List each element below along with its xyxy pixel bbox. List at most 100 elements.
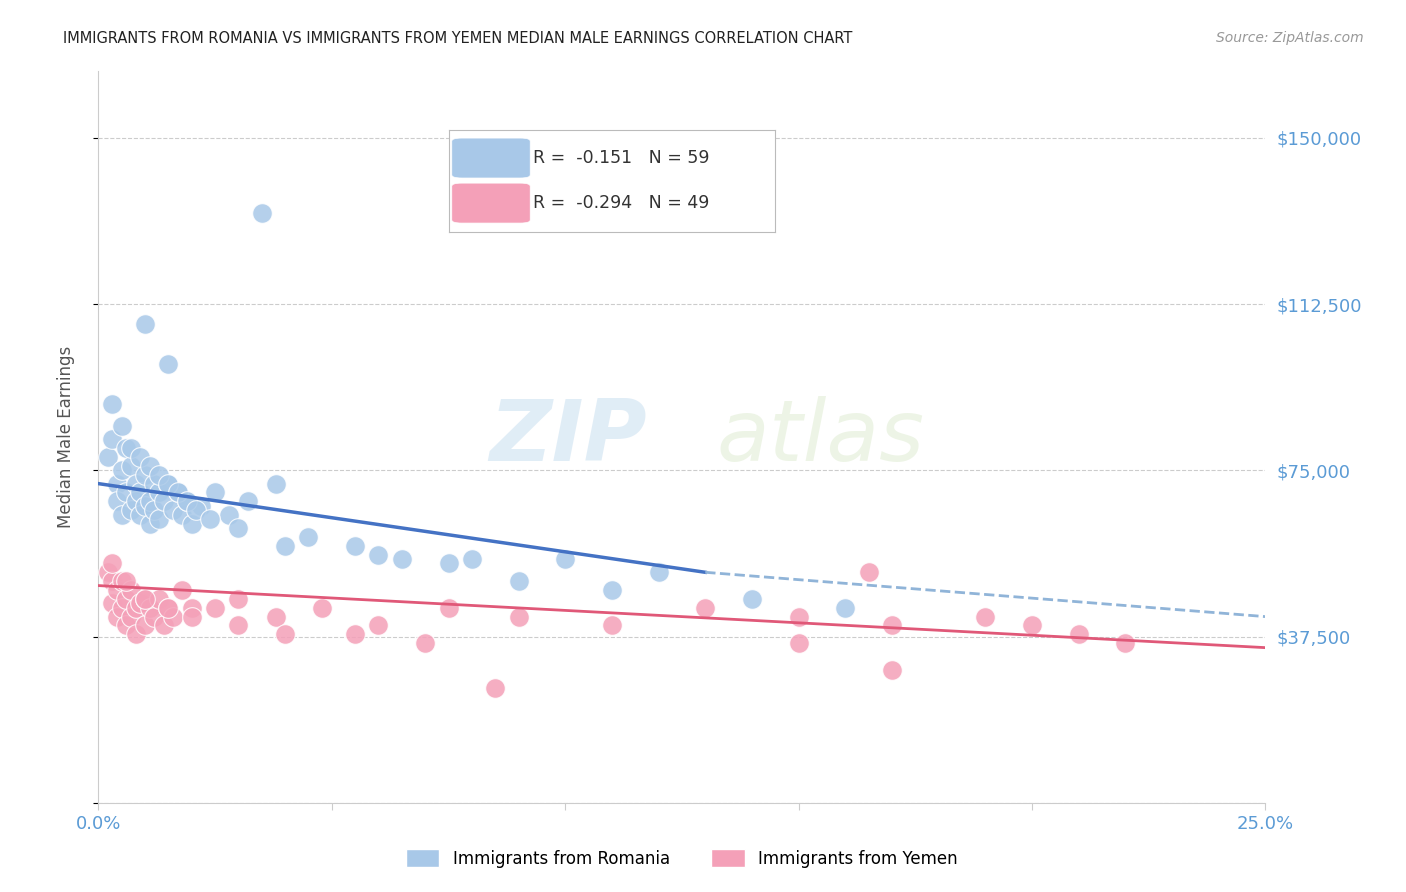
Point (186, 503, 208, 517)
Point (101, 557, 124, 571)
Point (134, 499, 156, 513)
Point (880, 663, 903, 677)
Point (413, 636, 436, 650)
Point (125, 494, 148, 508)
Point (600, 582, 623, 597)
Text: ZIP: ZIP (489, 395, 647, 479)
Point (111, 419, 134, 434)
Point (311, 600, 333, 615)
Point (508, 574, 530, 589)
Point (344, 627, 367, 641)
Point (101, 432, 124, 446)
Point (228, 591, 250, 606)
Point (115, 618, 138, 632)
Point (250, 206, 273, 220)
Point (115, 574, 138, 589)
Text: Source: ZipAtlas.com: Source: ZipAtlas.com (1216, 31, 1364, 45)
Point (204, 485, 226, 500)
Point (148, 591, 170, 606)
Point (105, 494, 128, 508)
Text: atlas: atlas (717, 395, 925, 479)
Point (134, 591, 156, 606)
Point (484, 681, 506, 695)
Point (297, 530, 319, 544)
Point (264, 476, 287, 491)
Point (105, 582, 128, 597)
Point (166, 485, 188, 500)
Text: IMMIGRANTS FROM ROMANIA VS IMMIGRANTS FROM YEMEN MEDIAN MALE EARNINGS CORRELATIO: IMMIGRANTS FROM ROMANIA VS IMMIGRANTS FR… (63, 31, 852, 46)
Point (157, 476, 180, 491)
Point (554, 552, 576, 566)
Point (1021, 618, 1043, 632)
Point (115, 441, 138, 455)
Point (157, 476, 180, 491)
Point (125, 627, 148, 641)
Point (600, 618, 623, 632)
Point (134, 317, 156, 331)
Point (176, 494, 198, 508)
Point (274, 539, 297, 553)
Point (787, 636, 810, 650)
Point (647, 566, 669, 580)
Point (218, 508, 240, 522)
Point (120, 458, 142, 473)
Point (166, 485, 188, 500)
Legend: Immigrants from Romania, Immigrants from Yemen: Immigrants from Romania, Immigrants from… (406, 849, 957, 868)
Point (344, 539, 367, 553)
Point (129, 450, 152, 464)
Point (139, 516, 162, 531)
Point (437, 600, 460, 615)
Point (111, 600, 134, 615)
Point (148, 512, 170, 526)
Point (120, 582, 142, 597)
Point (367, 548, 389, 562)
Point (139, 494, 162, 508)
Point (180, 600, 202, 615)
Point (101, 596, 124, 610)
Point (190, 499, 212, 513)
Point (101, 397, 124, 411)
Y-axis label: Median Male Earnings: Median Male Earnings (56, 346, 75, 528)
Point (858, 566, 880, 580)
Point (152, 618, 174, 632)
Point (176, 494, 198, 508)
Point (180, 516, 202, 531)
Point (115, 485, 138, 500)
Point (101, 574, 124, 589)
Point (143, 476, 166, 491)
Point (172, 582, 194, 597)
Point (787, 609, 810, 624)
Point (111, 508, 134, 522)
Point (200, 512, 222, 526)
Point (236, 494, 259, 508)
Point (162, 503, 184, 517)
Point (741, 591, 763, 606)
Point (120, 503, 142, 517)
Point (129, 596, 152, 610)
Point (97, 450, 120, 464)
Point (162, 609, 184, 624)
Point (228, 521, 250, 535)
Point (152, 494, 174, 508)
Point (139, 600, 162, 615)
Point (695, 600, 717, 615)
Point (129, 485, 152, 500)
Point (264, 609, 287, 624)
Point (437, 557, 460, 571)
Point (111, 574, 134, 589)
Point (115, 591, 138, 606)
Point (157, 600, 180, 615)
Point (129, 508, 152, 522)
Point (157, 357, 180, 371)
Point (143, 503, 166, 517)
Point (134, 467, 156, 482)
Point (134, 591, 156, 606)
Point (125, 476, 148, 491)
Point (172, 508, 194, 522)
Point (228, 618, 250, 632)
Point (148, 467, 170, 482)
Point (134, 618, 156, 632)
Point (120, 609, 142, 624)
Point (111, 463, 134, 477)
Point (180, 609, 202, 624)
